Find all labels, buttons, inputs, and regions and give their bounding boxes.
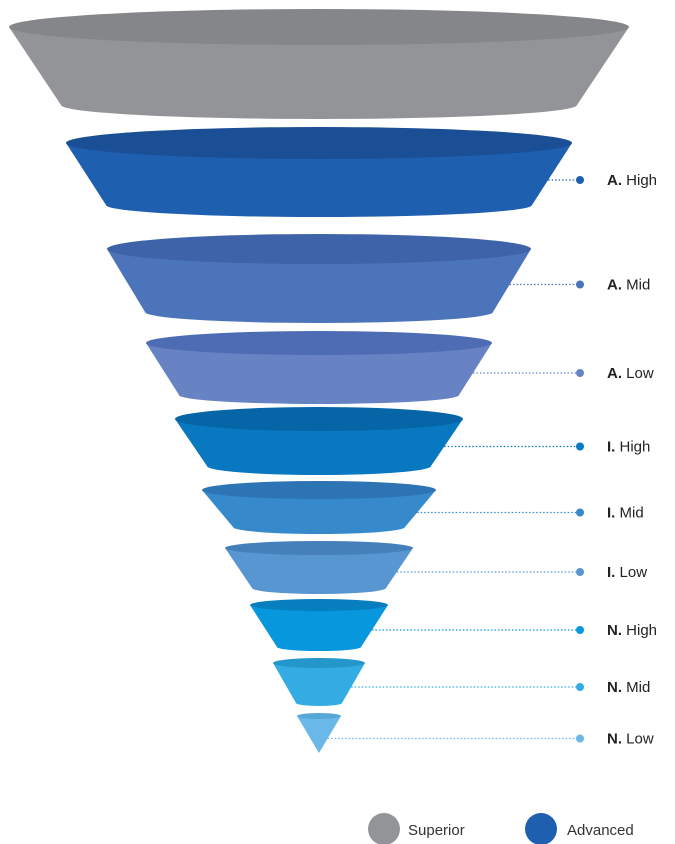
funnel-layer-top [273, 658, 365, 668]
legend-label: Superior [408, 822, 465, 839]
level-label-prefix: N. [607, 622, 622, 639]
level-label-text: Mid [622, 277, 650, 294]
funnel-layer-superior [9, 9, 629, 119]
level-label-i-high: I. High [607, 439, 650, 456]
level-label-prefix: I. [607, 505, 615, 522]
connector-dot-n-high [576, 626, 584, 634]
funnel-layer-body [202, 490, 436, 534]
funnel-layer-i-high [175, 407, 463, 475]
funnel-layer-a-low [146, 331, 492, 404]
level-label-a-mid: A. Mid [607, 277, 650, 294]
connector-dot-n-mid [576, 683, 584, 691]
level-label-text: Mid [615, 505, 643, 522]
connector-dot-i-low [576, 568, 584, 576]
funnel-layer-top [250, 599, 388, 611]
level-label-text: Low [615, 564, 647, 581]
funnel-layer-top [297, 713, 341, 719]
level-label-prefix: I. [607, 564, 615, 581]
connector-dot-i-high [576, 442, 584, 451]
funnel-layer-a-high [66, 127, 572, 217]
funnel-layer-body [175, 419, 463, 475]
funnel-layer-top [202, 481, 436, 499]
funnel-layer-body [107, 249, 531, 323]
level-label-prefix: A. [607, 277, 622, 294]
level-label-text: Mid [622, 679, 650, 696]
level-label-a-high: A. High [607, 172, 657, 189]
level-label-prefix: N. [607, 679, 622, 696]
funnel-layer-n-low [297, 713, 341, 753]
level-label-a-low: A. Low [607, 365, 654, 382]
legend-item-advanced: Advanced [525, 813, 634, 844]
level-label-i-mid: I. Mid [607, 505, 644, 522]
connector-dot-a-high [576, 176, 584, 184]
level-label-text: High [622, 172, 657, 189]
connector-dot-a-low [576, 369, 584, 377]
funnel-layer-top [107, 234, 531, 264]
funnel-layer-body [9, 27, 629, 119]
funnel-layer-top [9, 9, 629, 45]
level-label-prefix: A. [607, 172, 622, 189]
legend-swatch [368, 813, 400, 844]
level-label-n-mid: N. Mid [607, 679, 650, 696]
funnel-layer-body [273, 663, 365, 706]
funnel-layer-body [297, 716, 341, 753]
funnel-layer-i-mid [202, 481, 436, 534]
level-label-prefix: I. [607, 439, 615, 456]
level-label-text: High [622, 622, 657, 639]
level-label-text: Low [622, 731, 654, 748]
legend-label: Advanced [567, 822, 634, 839]
level-label-prefix: N. [607, 731, 622, 748]
level-label-i-low: I. Low [607, 564, 647, 581]
funnel-layer-n-high [250, 599, 388, 651]
connector-dot-a-mid [576, 280, 584, 289]
funnel-layer-body [66, 143, 572, 217]
funnel-layer-body [225, 548, 413, 594]
funnel-layer-top [66, 127, 572, 159]
legend-swatch [525, 813, 557, 844]
funnel-layer-top [225, 541, 413, 555]
funnel-layer-a-mid [107, 234, 531, 323]
funnel-layer-body [250, 605, 388, 651]
level-label-prefix: A. [607, 365, 622, 382]
connector-dot-n-low [576, 734, 584, 743]
funnel-layer-top [146, 331, 492, 355]
funnel-layer-n-mid [273, 658, 365, 706]
connector-dot-i-mid [576, 508, 584, 517]
funnel-layer-i-low [225, 541, 413, 594]
funnel-layer-top [175, 407, 463, 431]
legend-item-superior: Superior [368, 813, 465, 844]
level-label-n-low: N. Low [607, 731, 654, 748]
level-label-n-high: N. High [607, 622, 657, 639]
level-label-text: High [615, 439, 650, 456]
funnel-layer-body [146, 343, 492, 404]
level-label-text: Low [622, 365, 654, 382]
